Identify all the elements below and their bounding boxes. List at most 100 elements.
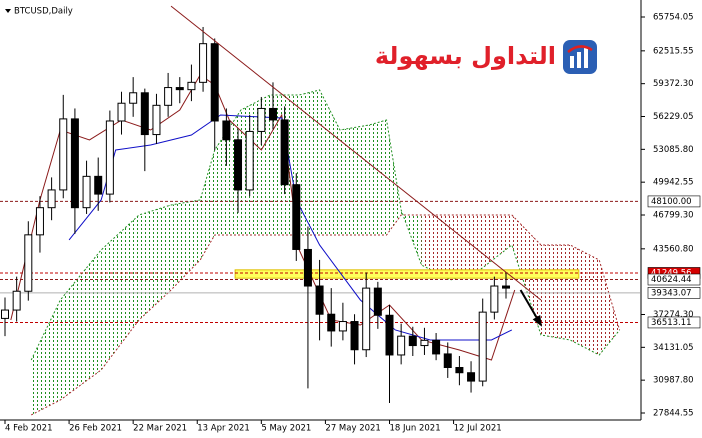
y-tick-label: 37274.30 xyxy=(653,310,694,320)
level-label-box xyxy=(647,316,701,329)
y-tick-label: 30987.80 xyxy=(653,376,694,386)
candle-body xyxy=(397,335,406,356)
cloud-segment xyxy=(31,299,61,415)
candle-body xyxy=(350,321,359,351)
y-tick-label: 34131.05 xyxy=(653,343,694,353)
candle-body xyxy=(117,102,126,122)
y-tick-label: 43560.80 xyxy=(653,244,694,254)
candle-body xyxy=(245,130,254,191)
cloud-segment xyxy=(570,244,600,355)
cloud-span xyxy=(30,89,620,361)
candle-body xyxy=(70,118,79,209)
candle-body xyxy=(94,175,103,195)
cloud-segment xyxy=(401,209,422,265)
level-label: 39343.07 xyxy=(651,288,692,298)
logo-bar xyxy=(577,52,581,68)
cloud-segment xyxy=(319,89,340,235)
candle-body xyxy=(152,104,161,136)
y-tick-label: 62515.55 xyxy=(653,46,694,56)
level-label: 40624.44 xyxy=(651,275,692,285)
candle-body xyxy=(467,372,476,382)
cloud-segment xyxy=(200,149,215,260)
y-tick-label: 27844.55 xyxy=(653,408,694,418)
cloud-segment xyxy=(479,214,512,270)
plot-area xyxy=(0,5,640,416)
chart-title: BTCUSD,Daily xyxy=(14,7,73,17)
candle-body xyxy=(140,92,149,136)
candle-body xyxy=(222,120,231,141)
candle-body xyxy=(210,43,219,122)
logo-bar xyxy=(584,48,588,68)
cloud-segment xyxy=(421,214,451,280)
candle-body xyxy=(408,335,417,347)
cloud-segment xyxy=(60,249,102,400)
level-label: 36513.11 xyxy=(651,318,692,328)
candle-body xyxy=(164,87,173,106)
candle-body xyxy=(315,285,324,315)
candle-body xyxy=(187,81,196,91)
watermark: التداول بسهولة xyxy=(375,42,556,70)
cloud-segment xyxy=(450,214,480,280)
y-tick-label: 53085.80 xyxy=(653,145,694,155)
candle-body xyxy=(129,92,138,104)
candle-body xyxy=(35,207,44,236)
logo: التداول بسهولة xyxy=(375,40,597,74)
candle-body xyxy=(175,87,184,91)
level-label-box xyxy=(647,195,701,208)
candle-body xyxy=(432,339,441,355)
candle-body xyxy=(12,290,21,311)
candle-body xyxy=(105,120,114,195)
candle-body xyxy=(59,118,68,191)
candle-body xyxy=(502,285,511,289)
x-tick-label: 27 May 2021 xyxy=(325,424,380,434)
title-marker xyxy=(5,9,11,13)
y-tick-label: 56229.05 xyxy=(653,112,694,122)
cloud-segment xyxy=(386,119,402,235)
candle-body xyxy=(327,313,336,332)
cloud-segment xyxy=(299,89,320,235)
candle-body xyxy=(385,314,394,356)
zone xyxy=(234,269,580,279)
candle-body xyxy=(478,311,487,382)
level-label: 48100.00 xyxy=(651,197,692,207)
x-tick-label: 13 Apr 2021 xyxy=(197,424,250,434)
cloud-segment xyxy=(138,204,172,320)
x-tick-label: 18 Jun 2021 xyxy=(389,424,440,434)
candle-body xyxy=(268,107,277,121)
logo-bar xyxy=(570,56,574,68)
candle-body xyxy=(490,285,499,313)
y-tick-label: 46799.30 xyxy=(653,211,694,221)
candle-body xyxy=(1,309,9,319)
candle-body xyxy=(420,339,429,347)
cloud-segment xyxy=(339,124,370,235)
y-tick-label: 49942.55 xyxy=(653,178,694,188)
candle-body xyxy=(199,43,208,83)
x-tick-label: 26 Feb 2021 xyxy=(69,424,122,434)
candle-body xyxy=(47,189,56,209)
level-label-box xyxy=(647,287,701,299)
indicator-line xyxy=(10,74,516,361)
x-tick-label: 22 Mar 2021 xyxy=(133,424,187,434)
candle-body xyxy=(292,184,301,250)
y-tick-label: 59372.30 xyxy=(653,79,694,89)
cloud-segment xyxy=(599,259,620,355)
candle-body xyxy=(362,287,371,351)
cloud-segment xyxy=(171,199,201,290)
trendline xyxy=(170,5,542,301)
x-tick-label: 5 May 2021 xyxy=(261,424,311,434)
candle-body xyxy=(257,107,266,132)
x-tick-label: 4 Feb 2021 xyxy=(5,424,53,434)
candle-body xyxy=(280,119,289,186)
candle-body xyxy=(338,321,347,332)
logo-swoosh xyxy=(567,45,593,53)
cloud-span xyxy=(30,214,621,416)
level-label-box xyxy=(647,273,701,286)
candle-body xyxy=(373,287,382,316)
candle-body xyxy=(455,366,464,374)
cloud-segment xyxy=(369,119,387,235)
candle-body xyxy=(82,175,91,209)
candle-body xyxy=(303,248,312,287)
x-tick-label: 12 Jul 2021 xyxy=(454,424,502,434)
